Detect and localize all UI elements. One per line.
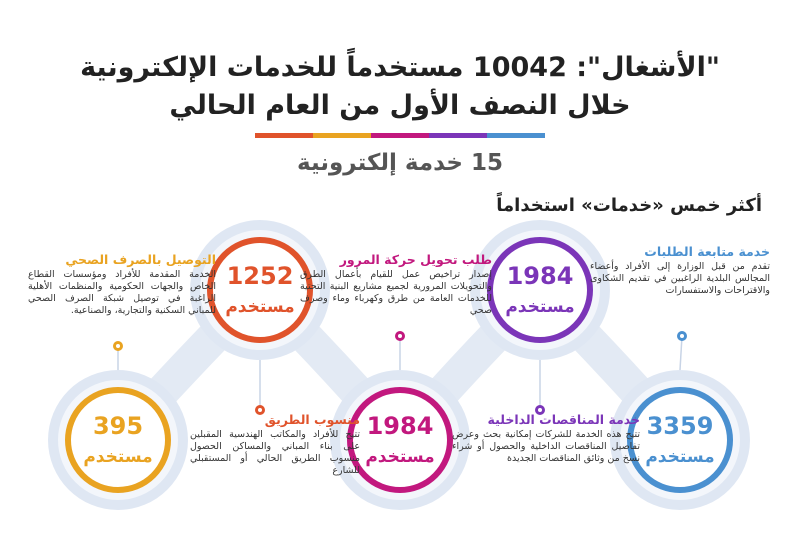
unit: مستخدم — [365, 447, 434, 467]
dot-center — [680, 334, 684, 338]
service-node: 1252 مستخدم — [190, 220, 330, 415]
subtitle: 15 خدمة إلكترونية — [297, 150, 503, 176]
dot-center — [258, 408, 262, 412]
connector — [679, 335, 683, 371]
unit: مستخدم — [645, 447, 714, 467]
bar-segment — [429, 133, 487, 138]
service-node: 3359 مستخدم — [610, 331, 750, 510]
service-name: طلب تحويل حركة المرور — [339, 252, 492, 267]
dot-center — [398, 334, 402, 338]
count: 395 — [93, 412, 143, 440]
service-name: التوصيل بالصرف الصحي — [65, 252, 216, 267]
dot-center — [116, 344, 120, 348]
title: خلال النصف الأول من العام الحالي — [169, 90, 631, 121]
service-text: تقدم من قبل الوزارة إلى الأفراد وأعضاء ا… — [590, 261, 770, 296]
service-description: طلب تحويل حركة المرور إصدار تراخيص عمل لل… — [300, 252, 492, 317]
bar-segment — [255, 133, 313, 138]
count: 1984 — [367, 412, 434, 440]
count-circle — [487, 237, 593, 343]
count-circle — [627, 387, 733, 493]
service-description: التوصيل بالصرف الصحي الخدمة المقدمة للأفر… — [28, 252, 216, 317]
dot-center — [538, 408, 542, 412]
count: 1252 — [227, 262, 294, 290]
service-name: خدمة متابعة الطلبات — [644, 244, 770, 259]
service-node: 1984 مستخدم — [470, 220, 610, 415]
service-text: إصدار تراخيص عمل للقيام بأعمال الطرق وال… — [300, 269, 492, 316]
service-text: الخدمة المقدمة للأفراد ومؤسسات القطاع ال… — [28, 269, 216, 316]
service-text: تتيح للأفراد والمكاتب الهندسية المقبلين … — [190, 429, 360, 476]
service-name: خدمة المناقصات الداخلية — [487, 412, 640, 427]
service-name: منسوب الطريق — [264, 412, 360, 427]
count-circle — [65, 387, 171, 493]
bar-segment — [371, 133, 429, 138]
title-bar — [255, 133, 545, 138]
count-circle — [347, 387, 453, 493]
title: "الأشغال": 10042 مستخدماً للخدمات الإلكت… — [80, 52, 720, 83]
unit: مستخدم — [225, 297, 294, 317]
count-circle — [207, 237, 313, 343]
service-description: خدمة متابعة الطلبات تقدم من قبل الوزارة إ… — [590, 244, 770, 297]
service-description: منسوب الطريق تتيح للأفراد والمكاتب الهندس… — [190, 412, 360, 477]
section-heading: أكثر خمس «خدمات» استخداماً — [496, 195, 762, 216]
bar-segment — [487, 133, 545, 138]
service-description: خدمة المناقصات الداخلية تتيح هذه الخدمة ل… — [452, 412, 640, 465]
service-text: تتيح هذه الخدمة للشركات إمكانية بحث وعرض… — [452, 429, 640, 464]
unit: مستخدم — [505, 297, 574, 317]
unit: مستخدم — [83, 447, 152, 467]
service-node: 395 مستخدم — [48, 341, 188, 510]
count: 3359 — [647, 412, 714, 440]
count: 1984 — [507, 262, 574, 290]
service-node: 1984 مستخدم — [330, 331, 470, 510]
bar-segment — [313, 133, 371, 138]
